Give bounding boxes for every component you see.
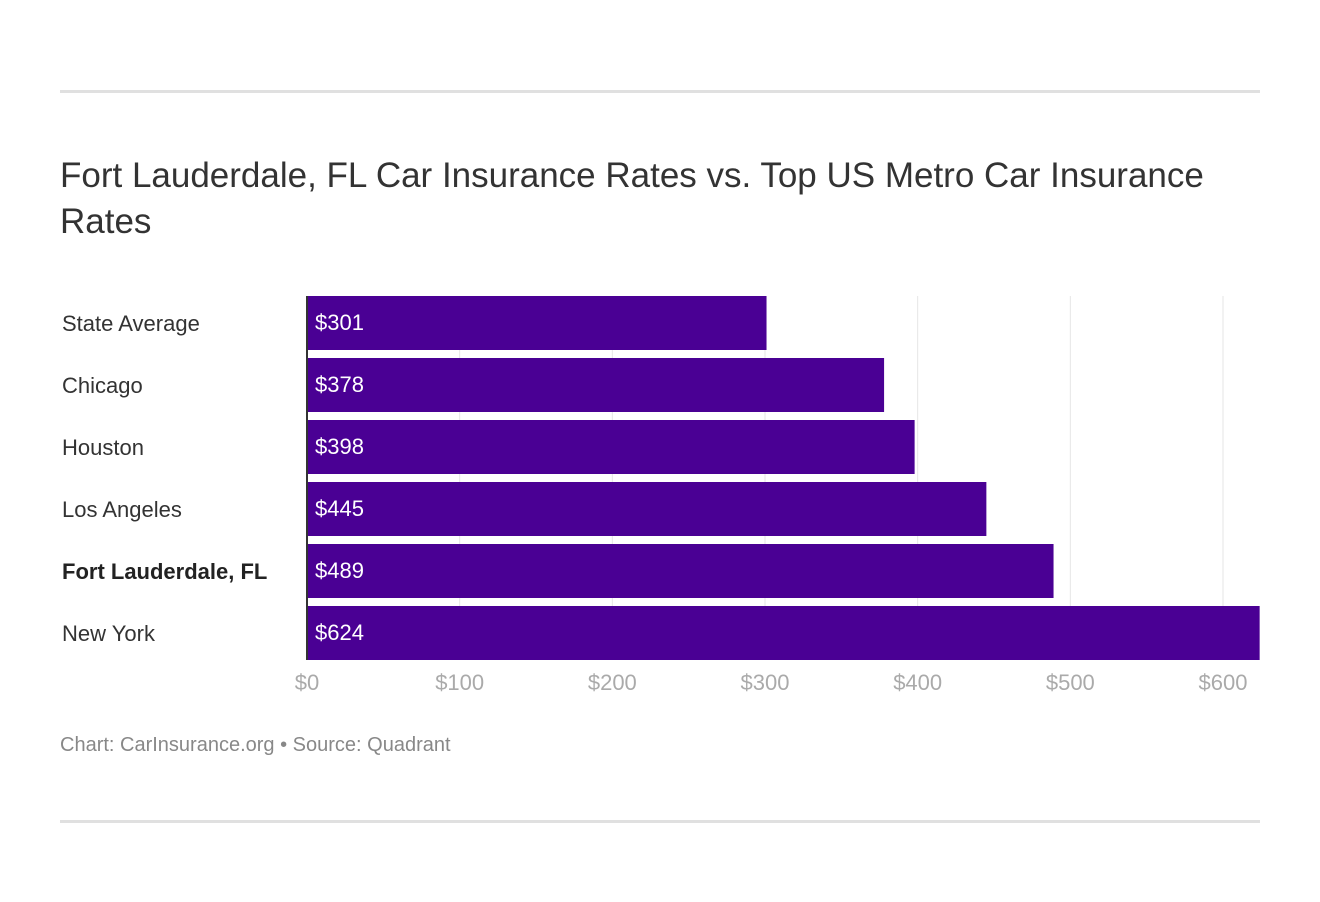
- bar-value-label: $398: [315, 434, 364, 459]
- top-divider: [60, 90, 1260, 93]
- category-label: Fort Lauderdale, FL: [62, 559, 267, 584]
- bar-value-label: $624: [315, 620, 364, 645]
- bar: [308, 420, 915, 474]
- x-tick-label: $600: [1199, 670, 1248, 695]
- category-label: Houston: [62, 435, 144, 460]
- bar: [308, 544, 1054, 598]
- x-tick-label: $300: [741, 670, 790, 695]
- bar-value-label: $301: [315, 310, 364, 335]
- x-tick-label: $200: [588, 670, 637, 695]
- bar: [308, 358, 885, 412]
- category-label: Los Angeles: [62, 497, 182, 522]
- bar-value-label: $378: [315, 372, 364, 397]
- category-label: New York: [62, 621, 156, 646]
- x-tick-label: $0: [295, 670, 319, 695]
- bar-chart: $0 $100 $200 $300 $400 $500 $600 State Average $…: [62, 296, 1260, 695]
- bar: [308, 296, 767, 350]
- bar: [308, 482, 987, 536]
- category-label: Chicago: [62, 373, 143, 398]
- bar: [308, 606, 1260, 660]
- chart-title: Fort Lauderdale, FL Car Insurance Rates …: [60, 156, 1204, 241]
- chart-footer: Chart: CarInsurance.org • Source: Quadra…: [60, 734, 451, 756]
- x-tick-label: $100: [435, 670, 484, 695]
- category-label: State Average: [62, 311, 200, 336]
- bar-value-label: $489: [315, 558, 364, 583]
- bar-value-label: $445: [315, 496, 364, 521]
- x-tick-label: $500: [1046, 670, 1095, 695]
- x-tick-label: $400: [893, 670, 942, 695]
- bottom-divider: [60, 820, 1260, 823]
